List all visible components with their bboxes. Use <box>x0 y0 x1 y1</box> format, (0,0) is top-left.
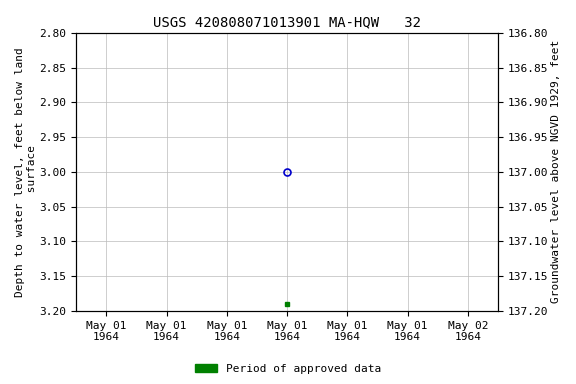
Y-axis label: Groundwater level above NGVD 1929, feet: Groundwater level above NGVD 1929, feet <box>551 40 561 303</box>
Title: USGS 420808071013901 MA-HQW   32: USGS 420808071013901 MA-HQW 32 <box>153 15 421 29</box>
Y-axis label: Depth to water level, feet below land
 surface: Depth to water level, feet below land su… <box>15 47 37 297</box>
Legend: Period of approved data: Period of approved data <box>191 359 385 379</box>
